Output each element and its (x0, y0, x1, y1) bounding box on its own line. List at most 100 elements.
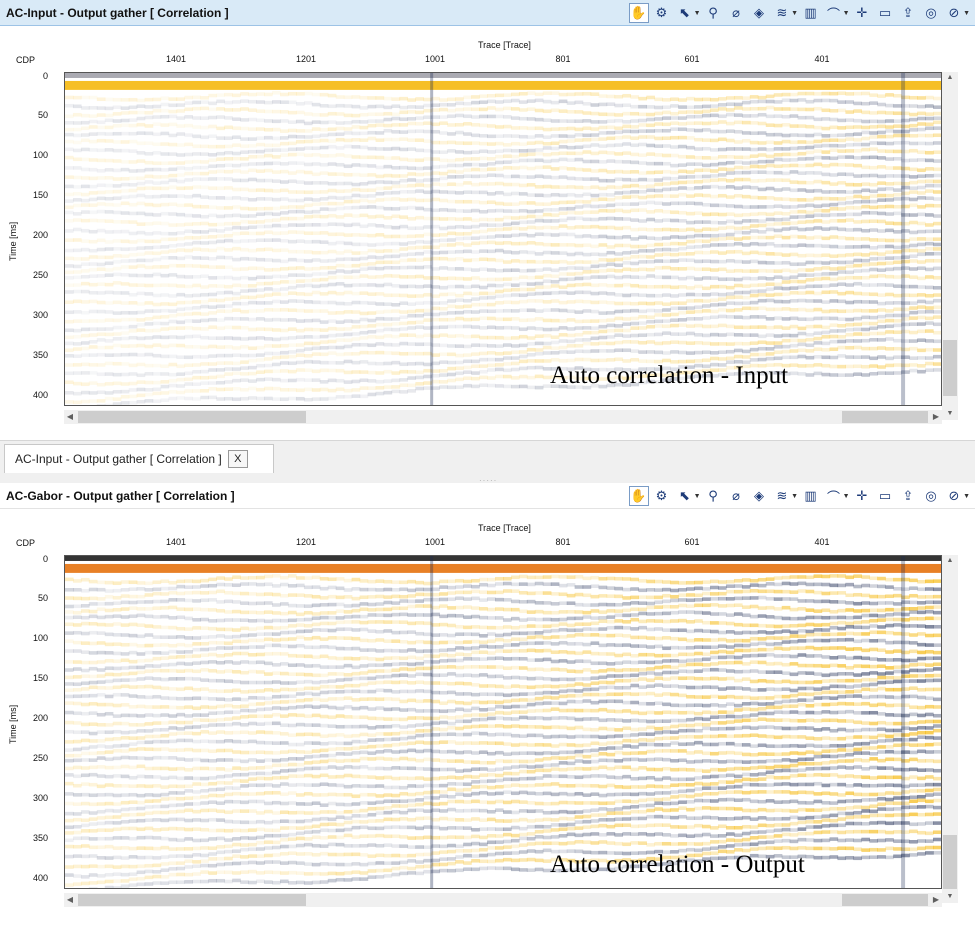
top-toolbar: ✋ ⚙ ⬉ ▼ ⚲ ⌀ ◈ ≋ ▼ ▥ ⌒ ▼ ✛ ▭ ⇪ ◎ ⊘ ▼ (627, 2, 971, 24)
annotation-text: Auto correlation - Output (550, 851, 805, 878)
scroll-down-icon[interactable]: ▼ (946, 893, 954, 900)
y-tick-label: 100 (32, 633, 48, 643)
seismic-section-canvas[interactable] (64, 72, 942, 406)
top-title-bar: AC-Input - Output gather [ Correlation ]… (0, 0, 975, 26)
y-tick-label: 200 (32, 713, 48, 723)
select-arrow-icon[interactable]: ⬉ ▼ (679, 5, 701, 20)
y-tick-label: 400 (32, 873, 48, 883)
y-tick-label: 0 (42, 554, 48, 564)
x-tick-label: 801 (555, 537, 571, 547)
compass-icon[interactable]: ⊘ ▼ (948, 5, 970, 20)
vertical-scroll-thumb[interactable] (943, 835, 957, 889)
x-axis-title: Trace [Trace] (478, 40, 531, 50)
horizontal-scroll-thumb[interactable] (842, 411, 928, 423)
crosshair-icon[interactable]: ✛ (856, 488, 868, 503)
spectrum-chart-icon[interactable]: ⌒ ▼ (826, 489, 850, 505)
x-tick-label: 1001 (424, 537, 446, 547)
scroll-up-icon[interactable]: ▲ (946, 74, 954, 81)
tab-label: AC-Input - Output gather [ Correlation ] (15, 452, 222, 466)
scroll-right-icon[interactable]: ▶ (932, 412, 940, 421)
horizontal-scroll-thumb[interactable] (78, 894, 306, 906)
bottom-plot-area: Trace [Trace] CDP 1401 1201 1001 801 601… (0, 509, 975, 909)
y-tick-label: 250 (32, 270, 48, 280)
crosshair-icon[interactable]: ✛ (856, 5, 868, 20)
export-image-icon[interactable]: ⇪ (902, 5, 914, 20)
wiggle-display-icon[interactable]: ≋ ▼ (776, 5, 798, 20)
seismic-section-canvas[interactable] (64, 555, 942, 889)
compass-icon[interactable]: ⊘ ▼ (948, 488, 970, 503)
y-tick-label: 400 (32, 390, 48, 400)
annotation-text: Auto correlation - Input (550, 362, 789, 389)
splitter-grip-icon[interactable]: ····· (479, 476, 498, 485)
layers-icon[interactable]: ◈ (754, 5, 764, 20)
snapshot-icon[interactable]: ◎ (925, 5, 937, 20)
zoom-magnifier-icon[interactable]: ⚲ (708, 5, 718, 20)
cdp-axis-label: CDP (16, 538, 36, 548)
settings-gear-icon[interactable]: ⚙ (655, 488, 668, 503)
tab-strip: AC-Input - Output gather [ Correlation ]… (0, 440, 975, 485)
y-tick-label: 100 (32, 150, 48, 160)
top-plot-area: Trace [Trace] CDP 1401 1201 1001 801 601… (0, 26, 975, 426)
scroll-left-icon[interactable]: ◀ (66, 412, 74, 421)
y-tick-label: 350 (32, 833, 48, 843)
vertical-scrollbar[interactable]: ▲ ▼ (942, 555, 958, 903)
bottom-title-bar: AC-Gabor - Output gather [ Correlation ]… (0, 483, 975, 509)
scroll-down-icon[interactable]: ▼ (946, 410, 954, 417)
x-tick-label: 601 (684, 537, 700, 547)
scroll-right-icon[interactable]: ▶ (932, 895, 940, 904)
horizontal-scroll-thumb[interactable] (842, 894, 928, 906)
y-tick-label: 300 (32, 793, 48, 803)
y-tick-label: 0 (42, 71, 48, 81)
y-tick-label: 200 (32, 230, 48, 240)
pick-probe-icon[interactable]: ⌀ (732, 5, 740, 20)
y-tick-label: 150 (32, 190, 48, 200)
close-icon[interactable]: X (227, 450, 248, 468)
comment-icon[interactable]: ▭ (878, 5, 892, 20)
x-tick-label: 801 (555, 54, 571, 64)
x-tick-label: 1401 (165, 537, 187, 547)
color-scale-icon[interactable]: ▥ (804, 488, 817, 503)
snapshot-icon[interactable]: ◎ (925, 488, 937, 503)
bottom-gather-panel: AC-Gabor - Output gather [ Correlation ]… (0, 483, 975, 941)
zoom-magnifier-icon[interactable]: ⚲ (708, 488, 718, 503)
pan-hand-icon[interactable]: ✋ (628, 486, 649, 506)
y-tick-label: 250 (32, 753, 48, 763)
scroll-up-icon[interactable]: ▲ (946, 557, 954, 564)
tab-ac-input[interactable]: AC-Input - Output gather [ Correlation ]… (4, 444, 274, 473)
y-axis-title: Time [ms] (8, 221, 18, 261)
horizontal-scrollbar[interactable]: ◀ ▶ (64, 893, 942, 907)
x-tick-label: 1201 (295, 537, 317, 547)
x-tick-label: 1201 (295, 54, 317, 64)
x-tick-label: 601 (684, 54, 700, 64)
y-tick-label: 300 (32, 310, 48, 320)
wiggle-display-icon[interactable]: ≋ ▼ (776, 488, 798, 503)
layers-icon[interactable]: ◈ (754, 488, 764, 503)
spectrum-chart-icon[interactable]: ⌒ ▼ (826, 6, 850, 22)
x-tick-label: 1401 (165, 54, 187, 64)
x-tick-label: 401 (814, 537, 830, 547)
scroll-left-icon[interactable]: ◀ (66, 895, 74, 904)
x-tick-label: 401 (814, 54, 830, 64)
x-tick-label: 1001 (424, 54, 446, 64)
bottom-toolbar: ✋ ⚙ ⬉ ▼ ⚲ ⌀ ◈ ≋ ▼ ▥ ⌒ ▼ ✛ ▭ ⇪ ◎ ⊘ ▼ (627, 485, 971, 507)
settings-gear-icon[interactable]: ⚙ (655, 5, 668, 20)
y-axis-title: Time [ms] (8, 704, 18, 744)
select-arrow-icon[interactable]: ⬉ ▼ (679, 488, 701, 503)
cdp-axis-label: CDP (16, 55, 36, 65)
horizontal-scrollbar[interactable]: ◀ ▶ (64, 410, 942, 424)
pick-probe-icon[interactable]: ⌀ (732, 488, 740, 503)
x-axis-title: Trace [Trace] (478, 523, 531, 533)
vertical-scrollbar[interactable]: ▲ ▼ (942, 72, 958, 420)
y-tick-label: 150 (32, 673, 48, 683)
pan-hand-icon[interactable]: ✋ (628, 3, 649, 23)
bottom-panel-title: AC-Gabor - Output gather [ Correlation ] (6, 489, 235, 503)
horizontal-scroll-thumb[interactable] (78, 411, 306, 423)
y-tick-label: 50 (37, 593, 48, 603)
top-panel-title: AC-Input - Output gather [ Correlation ] (6, 6, 229, 20)
color-scale-icon[interactable]: ▥ (804, 5, 817, 20)
vertical-scroll-thumb[interactable] (943, 340, 957, 396)
y-tick-label: 350 (32, 350, 48, 360)
export-image-icon[interactable]: ⇪ (902, 488, 914, 503)
comment-icon[interactable]: ▭ (878, 488, 892, 503)
top-gather-panel: AC-Input - Output gather [ Correlation ]… (0, 0, 975, 440)
